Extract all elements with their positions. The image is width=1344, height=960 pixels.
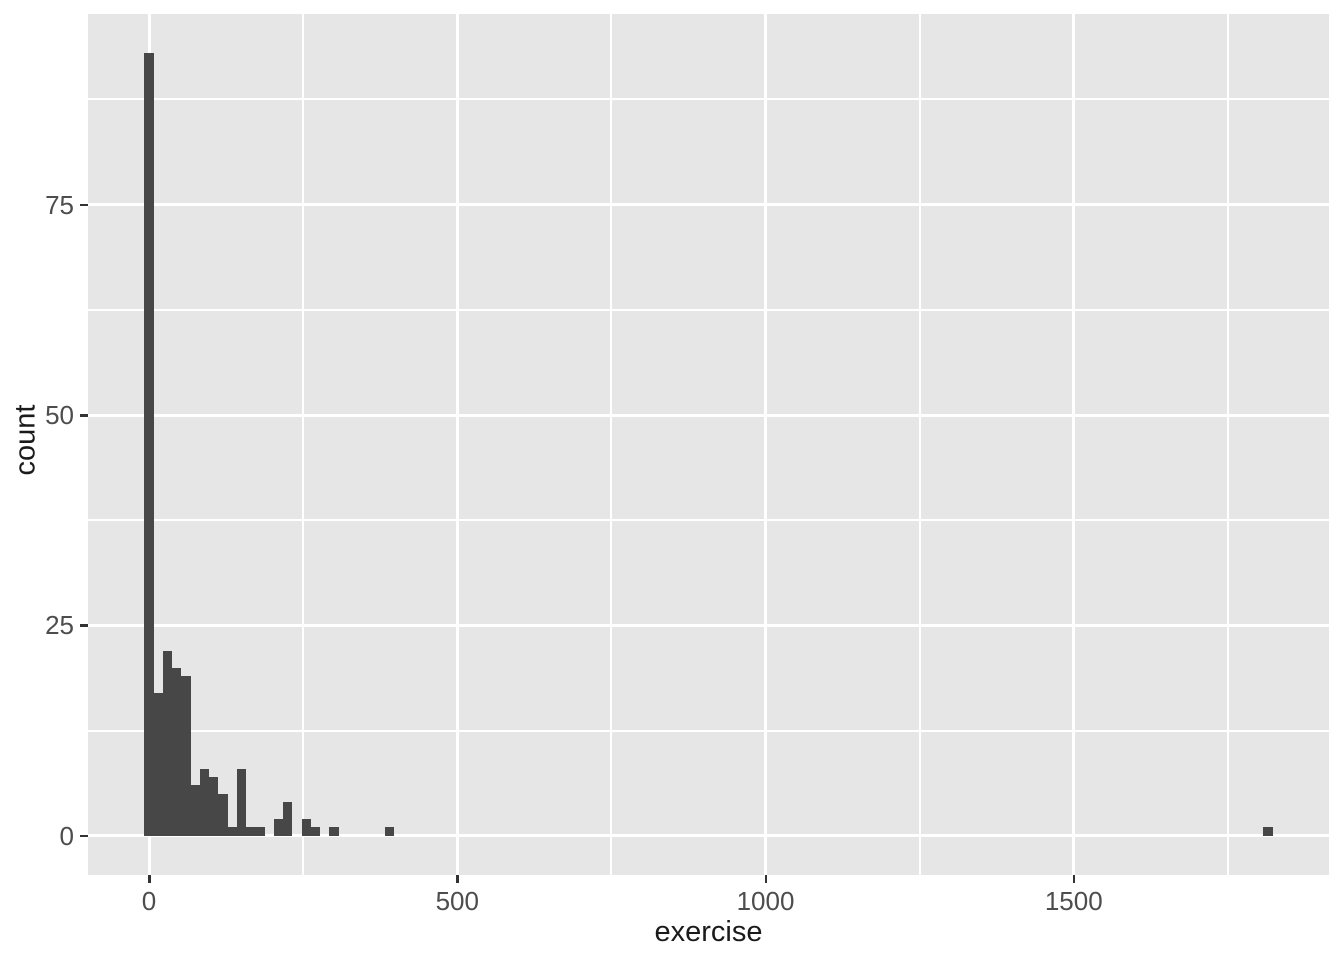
x-minor-gridline	[610, 14, 613, 875]
y-tick-mark	[80, 834, 88, 838]
x-major-gridline	[764, 14, 768, 875]
y-major-gridline	[88, 203, 1329, 207]
y-minor-gridline	[88, 729, 1329, 732]
y-minor-gridline	[88, 519, 1329, 522]
y-major-gridline	[88, 834, 1329, 838]
histogram-bar	[144, 53, 154, 836]
histogram-bar	[172, 667, 182, 836]
plot-panel	[88, 14, 1329, 875]
x-tick-mark	[148, 875, 151, 883]
y-tick-mark	[80, 203, 88, 207]
histogram-bar	[227, 827, 237, 836]
y-minor-gridline	[88, 98, 1329, 101]
x-major-gridline	[455, 14, 459, 875]
histogram-bar	[181, 675, 191, 836]
histogram-bar	[153, 692, 163, 836]
y-tick-label: 0	[59, 820, 74, 851]
histogram-bar	[199, 768, 210, 836]
y-major-gridline	[88, 413, 1329, 417]
x-minor-gridline	[918, 14, 921, 875]
histogram-bar	[310, 827, 321, 836]
histogram-bar	[301, 819, 311, 836]
histogram-bar	[218, 793, 228, 836]
histogram-bar	[1263, 827, 1273, 836]
y-tick-mark	[80, 414, 88, 417]
histogram-bar	[236, 768, 247, 836]
y-axis-title: count	[9, 404, 42, 476]
x-minor-gridline	[1226, 14, 1229, 875]
histogram-bar	[246, 827, 256, 836]
histogram-bar	[162, 650, 173, 836]
x-tick-label: 500	[435, 886, 479, 916]
histogram-bar	[329, 827, 339, 836]
x-major-gridline	[1072, 14, 1076, 875]
histogram-bar	[255, 827, 265, 836]
histogram-bar	[384, 827, 395, 836]
x-tick-mark	[456, 875, 459, 883]
x-tick-mark	[764, 875, 768, 883]
y-tick-label: 75	[45, 189, 74, 220]
y-major-gridline	[88, 623, 1329, 627]
y-minor-gridline	[88, 308, 1329, 311]
histogram-bar	[273, 819, 284, 836]
x-tick-label: 1500	[1044, 886, 1103, 916]
y-tick-label: 25	[45, 610, 74, 641]
y-tick-label: 50	[45, 400, 74, 431]
histogram-bar	[190, 785, 200, 836]
x-tick-label: 0	[141, 886, 157, 916]
histogram-bar	[283, 802, 293, 836]
x-tick-label: 1000	[736, 886, 795, 916]
x-minor-gridline	[302, 14, 305, 875]
y-tick-mark	[80, 624, 88, 627]
x-axis-title: exercise	[654, 916, 763, 948]
x-tick-mark	[1072, 875, 1076, 883]
histogram-bar	[209, 776, 219, 836]
